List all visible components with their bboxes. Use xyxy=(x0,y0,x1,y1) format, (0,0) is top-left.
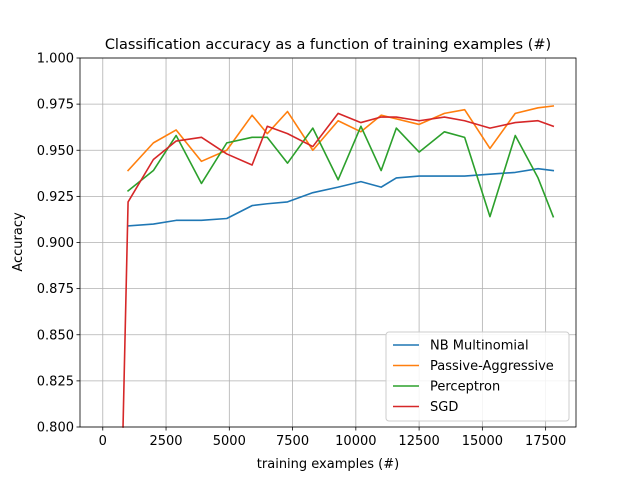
y-tick-label: 0.950 xyxy=(37,144,74,159)
series-line-nb-multinomial xyxy=(127,167,555,227)
legend-label: Passive-Aggressive xyxy=(430,359,554,374)
series-line-passive-aggressive xyxy=(126,105,555,172)
y-tick-label: 1.000 xyxy=(37,52,74,67)
x-tick-label: 7500 xyxy=(276,434,309,449)
series-line-sgd xyxy=(122,112,555,428)
x-tick-label: 5000 xyxy=(213,434,246,449)
y-tick-label: 0.975 xyxy=(37,98,74,113)
x-tick-label: 12500 xyxy=(398,434,439,449)
x-tick-label: 0 xyxy=(99,434,107,449)
legend-label: NB Multinomial xyxy=(430,339,529,354)
legend-label: Perceptron xyxy=(430,380,500,395)
y-tick-label: 0.875 xyxy=(37,282,74,297)
y-tick-label: 0.825 xyxy=(37,374,74,389)
series-line-perceptron xyxy=(126,125,555,218)
x-tick-label: 10000 xyxy=(335,434,376,449)
x-tick-label: 17500 xyxy=(525,434,566,449)
y-axis-ticks: 0.800 0.825 0.850 0.875 0.900 0.925 0.950 0.975… xyxy=(37,52,80,436)
y-tick-label: 0.925 xyxy=(37,190,74,205)
legend: NB Multinomial Passive-Aggressive Perceptr… xyxy=(385,331,570,422)
x-tick-label: 2500 xyxy=(149,434,182,449)
y-tick-label: 0.900 xyxy=(37,236,74,251)
y-tick-label: 0.850 xyxy=(37,328,74,343)
x-tick-label: 15000 xyxy=(462,434,503,449)
series-lines xyxy=(122,105,555,428)
x-axis-ticks: 0 2500 5000 7500 10000 12500 15000 17500 xyxy=(99,427,566,449)
legend-box xyxy=(385,331,570,422)
legend-label: SGD xyxy=(430,400,458,415)
chart-title: Classification accuracy as a function of… xyxy=(105,37,551,53)
x-axis-label: training examples (#) xyxy=(257,457,399,472)
y-axis-label: Accuracy xyxy=(11,212,26,272)
y-tick-label: 0.800 xyxy=(37,421,74,436)
